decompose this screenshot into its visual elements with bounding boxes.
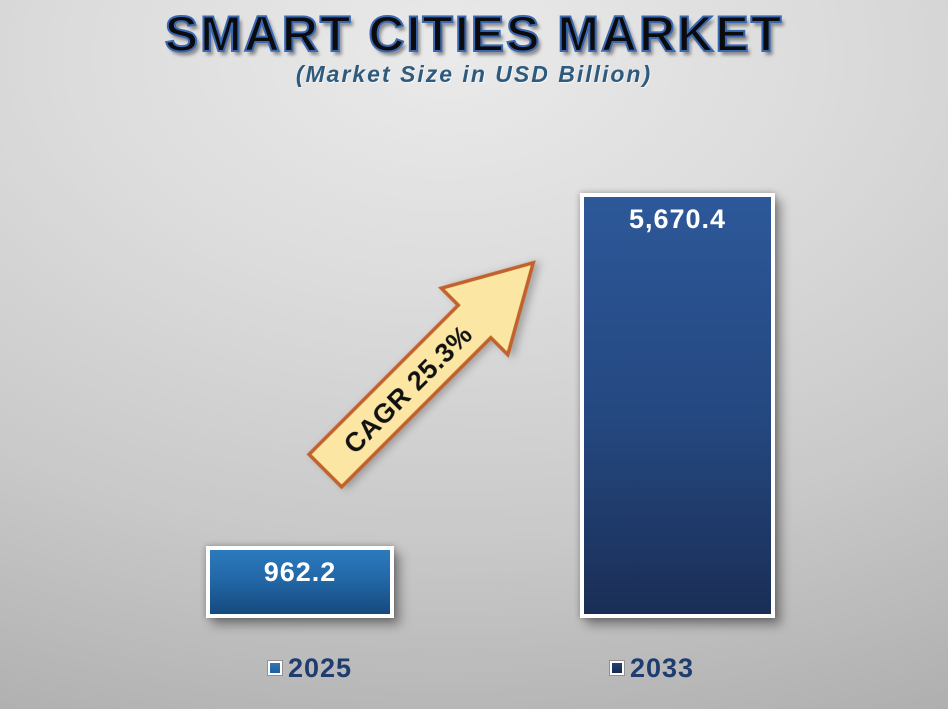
bar-value-label-2033: 5,670.4: [628, 204, 727, 234]
up-right-block-arrow: CAGR 25.3%: [306, 260, 536, 490]
legend-label-2025: 2025: [288, 652, 353, 683]
chart-title: SMART CITIES MARKET: [164, 6, 784, 62]
chart-subtitle: (Market Size in USD Billion): [295, 61, 653, 87]
legend-swatch-2025: [268, 661, 282, 675]
bar-value-label-2025: 962.2: [263, 557, 337, 587]
bar-2025: 962.2: [206, 546, 394, 618]
block-arrow-shape: [306, 260, 536, 490]
chart-header: SMART CITIES MARKET (Market Size in USD …: [0, 6, 948, 88]
legend-item-2025: 2025: [268, 653, 352, 683]
cagr-label: CAGR 25.3%: [338, 319, 478, 459]
legend-swatch-2033: [610, 661, 624, 675]
bar-2033: 5,670.4: [580, 193, 775, 618]
legend-label-2033: 2033: [630, 652, 695, 683]
cagr-arrow: CAGR 25.3%: [289, 225, 572, 508]
legend-item-2033: 2033: [610, 653, 694, 683]
